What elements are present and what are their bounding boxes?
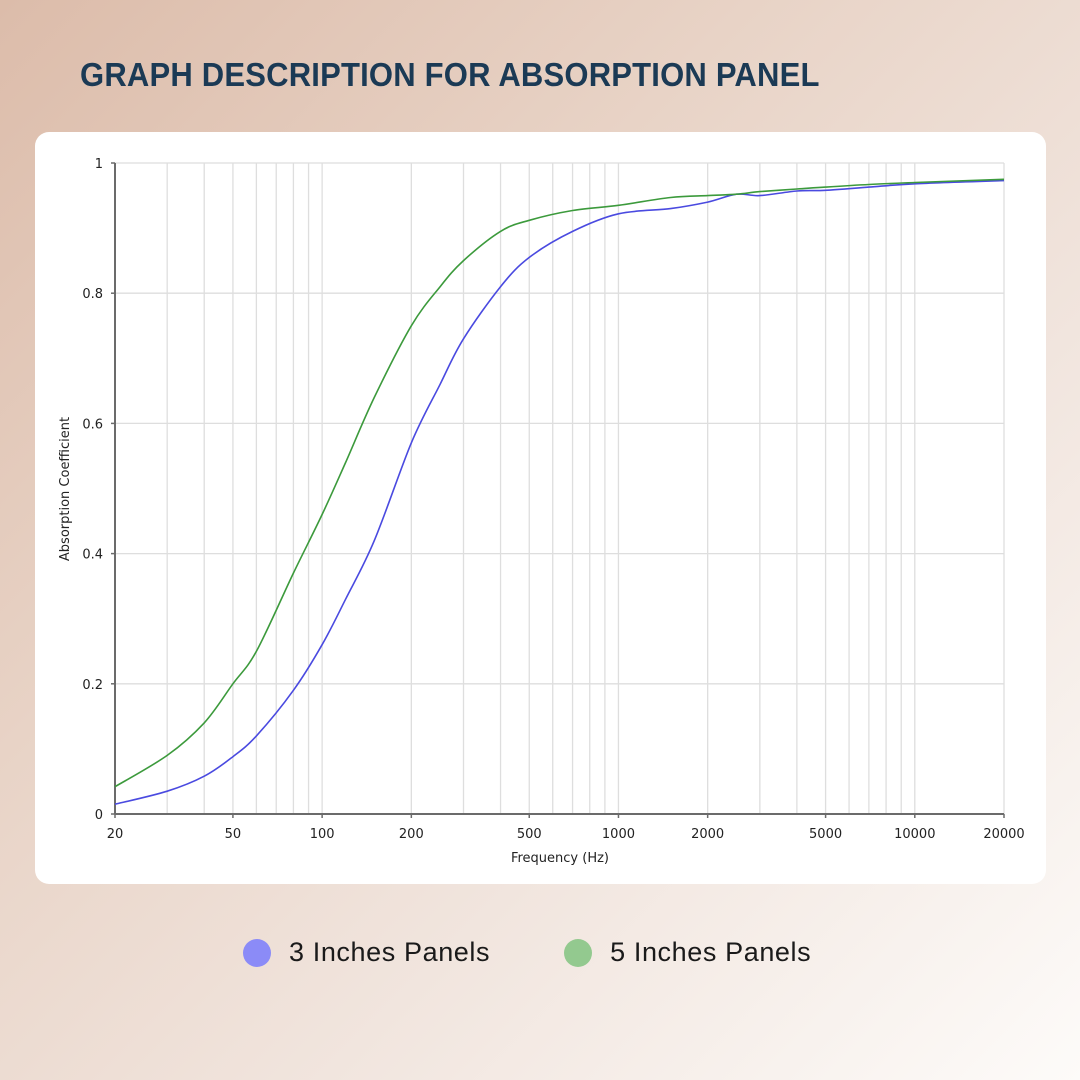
chart-card [35,132,1046,884]
svg-text:20000: 20000 [983,827,1024,842]
svg-text:0.8: 0.8 [82,287,103,302]
svg-text:1000: 1000 [602,827,635,842]
svg-text:10000: 10000 [894,827,935,842]
svg-text:5000: 5000 [809,827,842,842]
svg-text:0.2: 0.2 [82,678,103,693]
legend-item-5-inch: 5 Inches Panels [564,937,811,968]
svg-text:1: 1 [95,157,103,172]
svg-text:Frequency (Hz): Frequency (Hz) [511,851,609,866]
svg-text:100: 100 [310,827,335,842]
chart-series [114,178,1005,805]
svg-text:0: 0 [95,808,103,823]
svg-text:Absorption Coefficient: Absorption Coefficient [58,417,73,561]
legend-item-3-inch: 3 Inches Panels [243,937,490,968]
chart-grid [115,162,1005,814]
legend-dot-3-inch-icon [243,938,271,967]
series-line [114,179,1005,805]
svg-text:500: 500 [517,827,542,842]
chart-labels: 0 0.2 0.4 0.6 0.8 1 20 50 100 200 500 1000 2000 5000 1… [58,157,1025,866]
page-title: GRAPH DESCRIPTION FOR ABSORPTION PANEL [80,56,820,93]
svg-text:200: 200 [399,827,424,842]
chart-axes [111,162,1005,818]
legend-label: 5 Inches Panels [610,937,812,967]
svg-text:50: 50 [225,827,242,842]
legend-label: 3 Inches Panels [289,937,491,967]
chart-legend: 3 Inches Panels 5 Inches Panels [243,937,885,968]
svg-text:2000: 2000 [691,827,724,842]
svg-text:20: 20 [107,827,124,842]
legend-dot-5-inch-icon [564,938,593,967]
svg-text:0.6: 0.6 [82,417,103,432]
svg-text:0.4: 0.4 [82,548,103,563]
series-line [114,178,1005,788]
